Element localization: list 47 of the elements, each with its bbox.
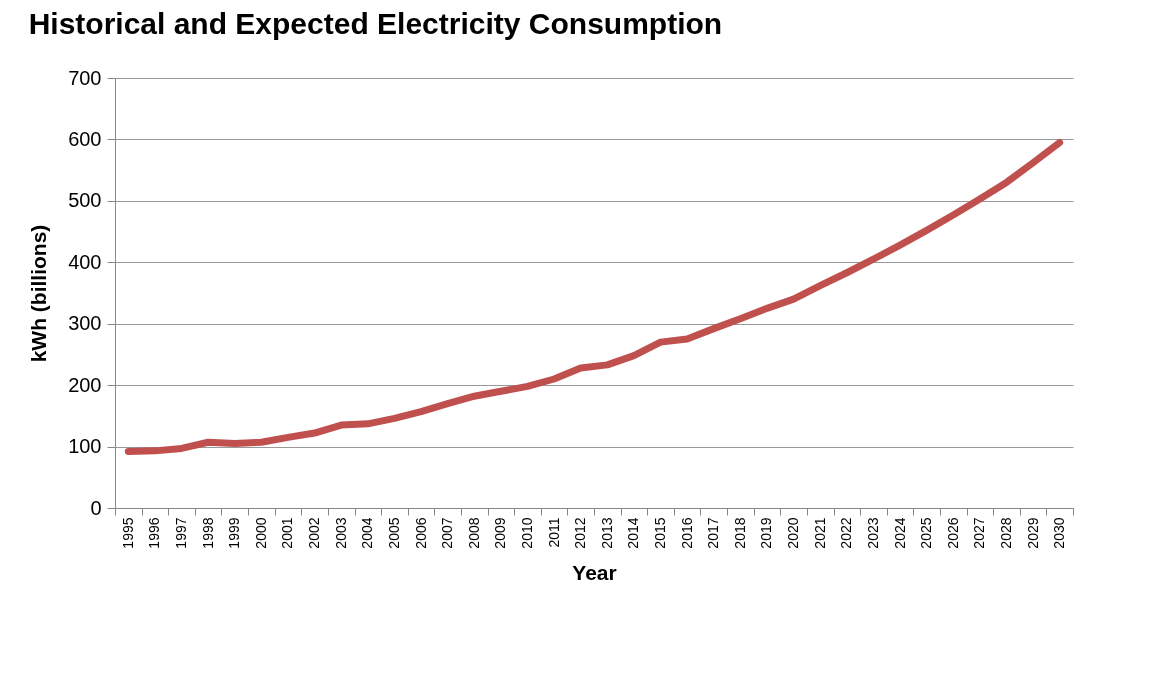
- x-tick-label: 2030: [1051, 517, 1068, 549]
- x-tick-label: 1998: [199, 517, 216, 549]
- y-tick-label: 300: [68, 312, 102, 335]
- y-tick-label: 100: [68, 435, 102, 458]
- x-tick-label: 2022: [838, 517, 855, 549]
- x-tick-label: 2014: [625, 517, 642, 549]
- x-tick-label: 2009: [492, 517, 509, 549]
- x-tick-label: 2005: [385, 517, 402, 549]
- x-axis-title: Year: [572, 560, 617, 584]
- x-tick-label: 2019: [758, 517, 775, 549]
- x-tick-label: 2010: [518, 517, 535, 549]
- x-tick-label: 2018: [731, 517, 748, 549]
- y-tick-label: 0: [90, 496, 102, 519]
- x-tick-label: 2020: [785, 517, 802, 549]
- x-tick-label: 2011: [545, 517, 562, 548]
- x-tick-label: 2024: [891, 517, 908, 549]
- x-tick-label: 1997: [173, 517, 190, 549]
- x-tick-label: 1996: [146, 517, 163, 549]
- x-tick-label: 2021: [811, 517, 828, 549]
- y-tick-label: 200: [68, 373, 102, 396]
- x-tick-label: 1995: [119, 517, 136, 549]
- x-tick-label: 2023: [864, 517, 881, 549]
- x-tick-label: 2026: [944, 517, 961, 549]
- x-tick-label: 2003: [332, 517, 349, 549]
- x-tick-label: 2029: [1024, 517, 1041, 549]
- x-tick-label: 2008: [465, 517, 482, 549]
- x-tick-label: 1999: [226, 517, 243, 549]
- x-tick-label: 2001: [279, 517, 296, 549]
- chart-title: Historical and Expected Electricity Consumption: [28, 7, 723, 40]
- y-tick-label: 700: [68, 66, 102, 89]
- x-tick-label: 2004: [359, 517, 376, 549]
- y-tick-label: 500: [68, 189, 102, 212]
- y-tick-label: 600: [68, 127, 102, 150]
- x-tick-label: 2028: [997, 517, 1014, 549]
- x-tick-label: 2006: [412, 517, 429, 549]
- x-tick-label: 2007: [439, 517, 456, 549]
- x-tick-label: 2013: [598, 517, 615, 549]
- x-tick-label: 2012: [572, 517, 589, 549]
- x-tick-label: 2025: [918, 517, 935, 549]
- x-tick-label: 2015: [652, 517, 669, 549]
- x-tick-label: 2000: [252, 517, 269, 549]
- x-tick-label: 2017: [705, 517, 722, 549]
- x-tick-label: 2027: [971, 517, 988, 549]
- x-tick-label: 2002: [306, 517, 323, 549]
- y-axis-title: kWh (billions): [27, 224, 51, 363]
- y-tick-label: 400: [68, 250, 102, 273]
- x-tick-label: 2016: [678, 517, 695, 549]
